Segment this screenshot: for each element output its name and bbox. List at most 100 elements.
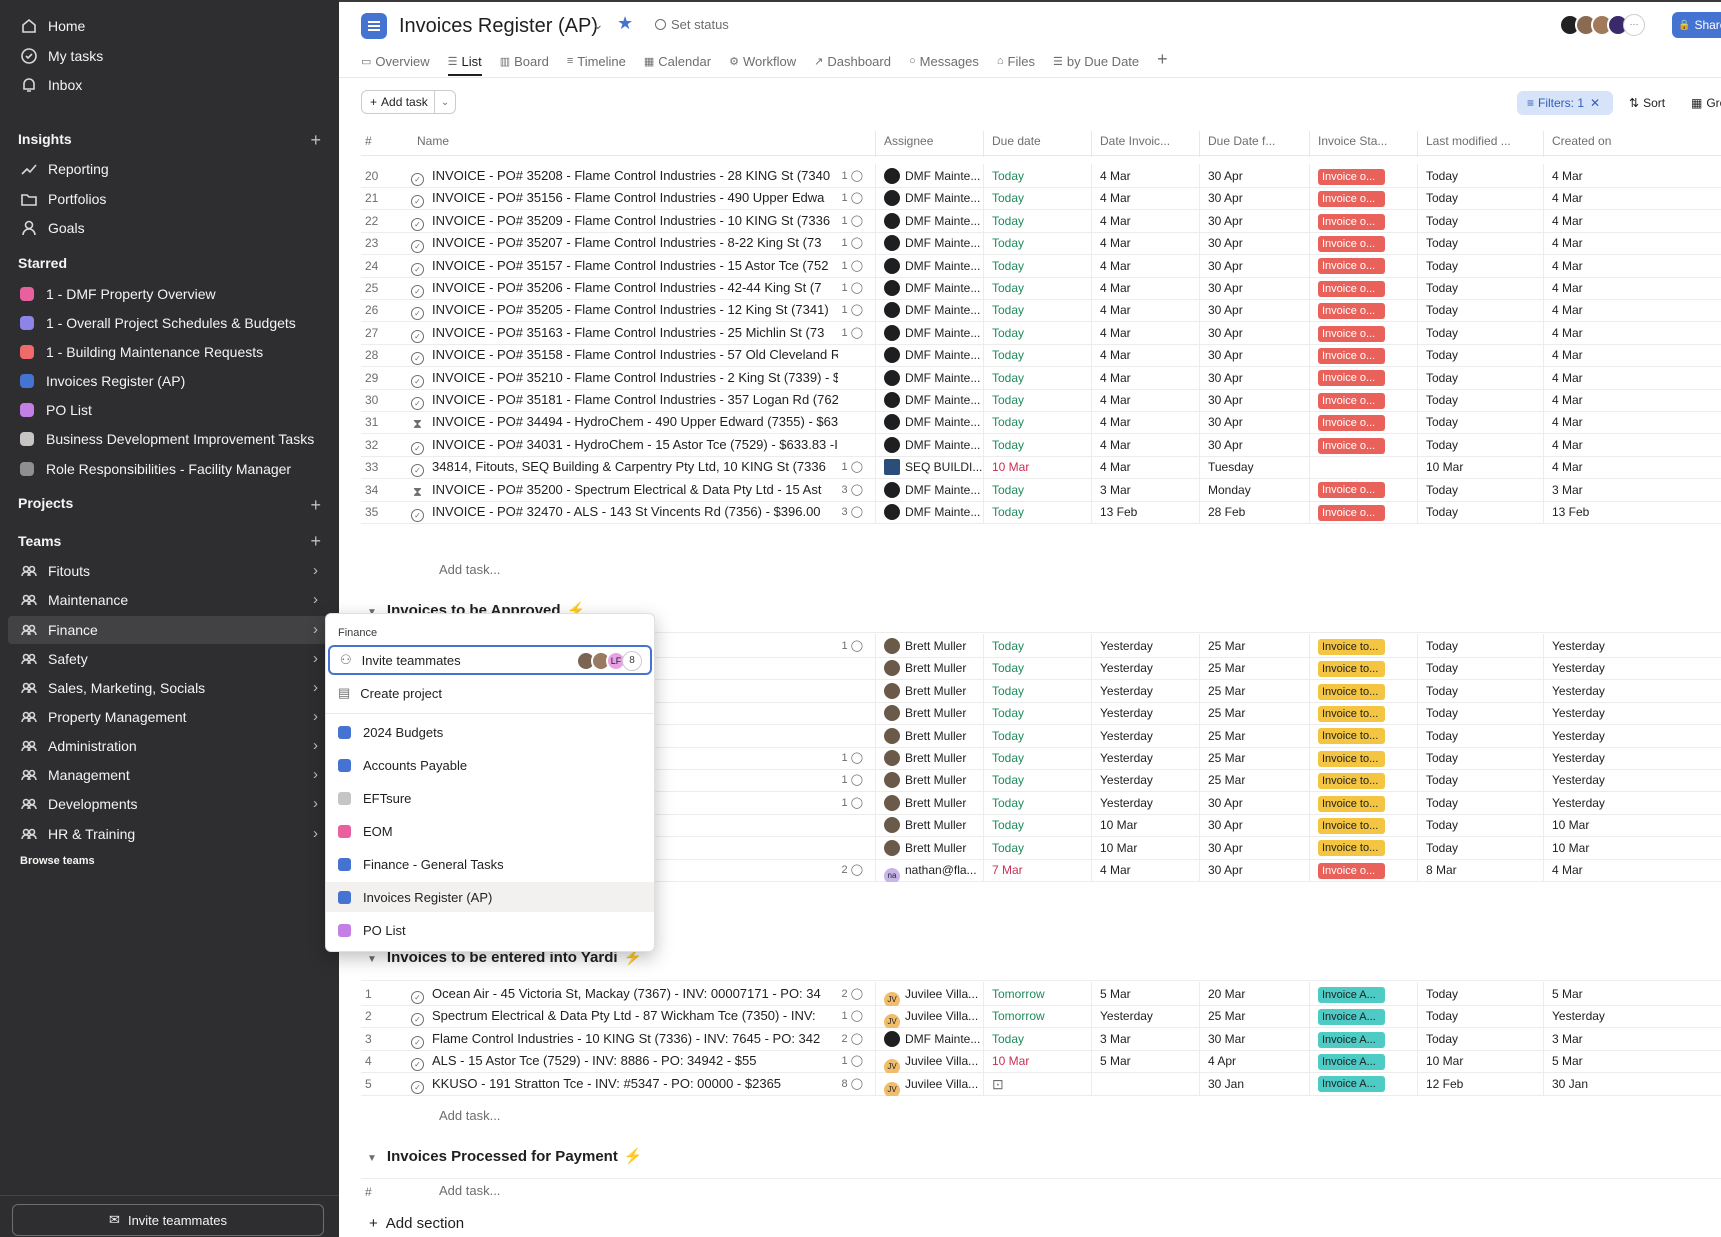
date-invoice[interactable]: 5 Mar xyxy=(1091,982,1199,1006)
due-date[interactable]: Today xyxy=(983,231,1091,256)
task-name-cell[interactable]: ✓ INVOICE - PO# 34031 - HydroChem - 15 As… xyxy=(411,433,875,457)
calendar-icon[interactable]: ⊡ xyxy=(992,1075,1004,1092)
project-list-icon[interactable] xyxy=(361,13,387,39)
table-row[interactable]: 2 ✓ Spectrum Electrical & Data Pty Ltd - 8… xyxy=(361,1004,1721,1029)
due-date[interactable]: Today xyxy=(983,701,1091,726)
due-date[interactable]: Today xyxy=(983,432,1091,457)
date-invoice[interactable]: Yesterday xyxy=(1091,634,1199,658)
date-invoice[interactable]: 4 Mar xyxy=(1091,432,1199,457)
table-row[interactable]: 24 ✓ INVOICE - PO# 35157 - Flame Control I… xyxy=(361,253,1721,278)
share-button[interactable]: 🔒Share xyxy=(1672,12,1721,38)
table-row[interactable]: 26 ✓ INVOICE - PO# 35205 - Flame Control I… xyxy=(361,298,1721,323)
date-invoice[interactable]: 4 Mar xyxy=(1091,164,1199,188)
assignee-cell[interactable]: DMF Mainte... xyxy=(875,410,983,435)
tab-board[interactable]: ▥ Board xyxy=(500,48,549,74)
project-title[interactable]: Invoices Register (AP) xyxy=(399,15,598,37)
tab-by-due-date[interactable]: ☰ by Due Date xyxy=(1053,48,1139,74)
task-name-cell[interactable]: ✓ INVOICE - PO# 35181 - Flame Control Ind… xyxy=(411,388,875,412)
due-date[interactable]: Today xyxy=(983,320,1091,345)
tab-calendar[interactable]: ▦ Calendar xyxy=(644,48,711,74)
check-circle-icon[interactable]: ✓ xyxy=(411,1080,424,1094)
table-row[interactable]: 27 ✓ INVOICE - PO# 35163 - Flame Control I… xyxy=(361,320,1721,345)
due-date[interactable]: Today xyxy=(983,477,1091,502)
add-team-icon[interactable]: + xyxy=(310,531,321,551)
date-invoice[interactable]: Yesterday xyxy=(1091,1004,1199,1029)
starred-item[interactable]: Role Responsibilities - Facility Manager xyxy=(8,455,330,483)
assignee-cell[interactable]: DMF Mainte... xyxy=(875,365,983,390)
table-row[interactable]: 20 ✓ INVOICE - PO# 35208 - Flame Control I… xyxy=(361,164,1721,188)
invoice-status[interactable]: Invoice to... xyxy=(1309,678,1417,703)
team-item[interactable]: HR & Training › xyxy=(8,820,330,848)
task-name-cell[interactable]: ✓ INVOICE - PO# 35205 - Flame Control Ind… xyxy=(411,298,875,322)
check-circle-icon[interactable]: ✓ xyxy=(411,464,424,478)
date-invoice[interactable]: 4 Mar xyxy=(1091,365,1199,390)
date-invoice[interactable] xyxy=(1091,1071,1199,1096)
check-circle-icon[interactable]: ✓ xyxy=(411,991,424,1004)
tab-overview[interactable]: ▭ Overview xyxy=(361,48,430,74)
column-header-date-invoice[interactable]: Date Invoic... xyxy=(1091,131,1199,157)
assignee-cell[interactable]: SEQ BUILDI... xyxy=(875,455,983,480)
task-name[interactable]: INVOICE - PO# 35207 - Flame Control Indu… xyxy=(432,235,822,251)
due-date[interactable]: Today xyxy=(983,410,1091,435)
check-circle-icon[interactable]: ✓ xyxy=(411,509,424,522)
date-invoice[interactable]: 4 Mar xyxy=(1091,858,1199,882)
task-name-cell[interactable]: ✓ INVOICE - PO# 35163 - Flame Control Ind… xyxy=(411,321,875,345)
table-row[interactable]: 5 ✓ KKUSO - 191 Stratton Tce - INV: #5347 … xyxy=(361,1071,1721,1096)
invoice-status[interactable]: Invoice o... xyxy=(1309,231,1417,256)
sidebar-item-my-tasks[interactable]: My tasks xyxy=(8,42,330,70)
task-name-cell[interactable]: ✓ INVOICE - PO# 35208 - Flame Control Ind… xyxy=(411,164,875,188)
invoice-status[interactable]: Invoice o... xyxy=(1309,388,1417,412)
sidebar-item-home[interactable]: Home xyxy=(8,12,330,40)
invoice-status[interactable] xyxy=(1309,455,1417,480)
team-item[interactable]: Property Management › xyxy=(8,703,330,731)
invoice-status[interactable]: Invoice o... xyxy=(1309,164,1417,188)
due-date-f[interactable]: 30 Apr xyxy=(1199,231,1309,256)
table-row[interactable]: 35 ✓ INVOICE - PO# 32470 - ALS - 143 St Vi… xyxy=(361,500,1721,524)
due-date-f[interactable]: Tuesday xyxy=(1199,455,1309,480)
due-date-f[interactable]: 25 Mar xyxy=(1199,1004,1309,1029)
check-circle-icon[interactable]: ✓ xyxy=(411,262,424,276)
due-date-f[interactable]: 25 Mar xyxy=(1199,746,1309,770)
assignee-cell[interactable]: DMF Mainte... xyxy=(875,500,983,524)
task-name-cell[interactable]: ✓ INVOICE - PO# 35157 - Flame Control Ind… xyxy=(411,254,875,278)
due-date-f[interactable]: 20 Mar xyxy=(1199,982,1309,1006)
invoice-status[interactable]: Invoice A... xyxy=(1309,982,1417,1006)
task-name-cell[interactable]: ✓ Ocean Air - 45 Victoria St, Mackay (736… xyxy=(411,982,875,1006)
chevron-down-icon[interactable]: ▼ xyxy=(367,1153,377,1164)
date-invoice[interactable]: 5 Mar xyxy=(1091,1049,1199,1074)
date-invoice[interactable]: 4 Mar xyxy=(1091,455,1199,480)
task-name-cell[interactable]: ✓ Spectrum Electrical & Data Pty Ltd - 87… xyxy=(411,1004,875,1028)
tab-timeline[interactable]: ≡ Timeline xyxy=(567,48,626,74)
due-date-f[interactable]: 30 Apr xyxy=(1199,343,1309,368)
team-project-menu-item[interactable]: PO List xyxy=(326,915,654,945)
check-circle-icon[interactable]: ✓ xyxy=(411,1035,424,1049)
invoice-status[interactable]: Invoice o... xyxy=(1309,858,1417,882)
add-task-button[interactable]: + Add task ⌄ xyxy=(361,90,456,114)
sidebar-item-reporting[interactable]: Reporting xyxy=(8,155,330,183)
date-invoice[interactable]: 4 Mar xyxy=(1091,320,1199,345)
team-item[interactable]: Management › xyxy=(8,761,330,789)
assignee-cell[interactable]: DMF Mainte... xyxy=(875,320,983,345)
task-name[interactable]: INVOICE - PO# 32470 - ALS - 143 St Vince… xyxy=(432,504,821,519)
task-name-cell[interactable]: ⧗ INVOICE - PO# 35200 - Spectrum Electric… xyxy=(411,478,875,502)
assignee-cell[interactable]: Brett Muller xyxy=(875,768,983,793)
invoice-status[interactable]: Invoice to... xyxy=(1309,656,1417,681)
close-icon[interactable]: ✕ xyxy=(1590,96,1601,110)
hourglass-icon[interactable]: ⧗ xyxy=(412,416,423,432)
team-project-menu-item[interactable]: EFTsure xyxy=(326,783,654,813)
date-invoice[interactable]: 10 Mar xyxy=(1091,835,1199,860)
assignee-cell[interactable]: DMF Mainte... xyxy=(875,276,983,300)
invoice-status[interactable]: Invoice to... xyxy=(1309,813,1417,838)
due-date[interactable]: ⊡ xyxy=(983,1071,1091,1096)
check-circle-icon[interactable]: ✓ xyxy=(411,173,424,186)
add-tab-icon[interactable]: + xyxy=(1157,49,1168,69)
task-name[interactable]: INVOICE - PO# 35200 - Spectrum Electrica… xyxy=(432,481,822,497)
hourglass-icon[interactable]: ⧗ xyxy=(412,483,423,499)
due-date[interactable]: Today xyxy=(983,186,1091,211)
assignee-cell[interactable]: Brett Muller xyxy=(875,701,983,726)
due-date[interactable]: Today xyxy=(983,388,1091,412)
task-name[interactable]: ALS - 15 Astor Tce (7529) - INV: 8886 - … xyxy=(432,1053,757,1069)
tab-files[interactable]: ⌂ Files xyxy=(997,48,1035,74)
invoice-status[interactable]: Invoice to... xyxy=(1309,835,1417,860)
check-circle-icon[interactable]: ✓ xyxy=(411,352,424,366)
